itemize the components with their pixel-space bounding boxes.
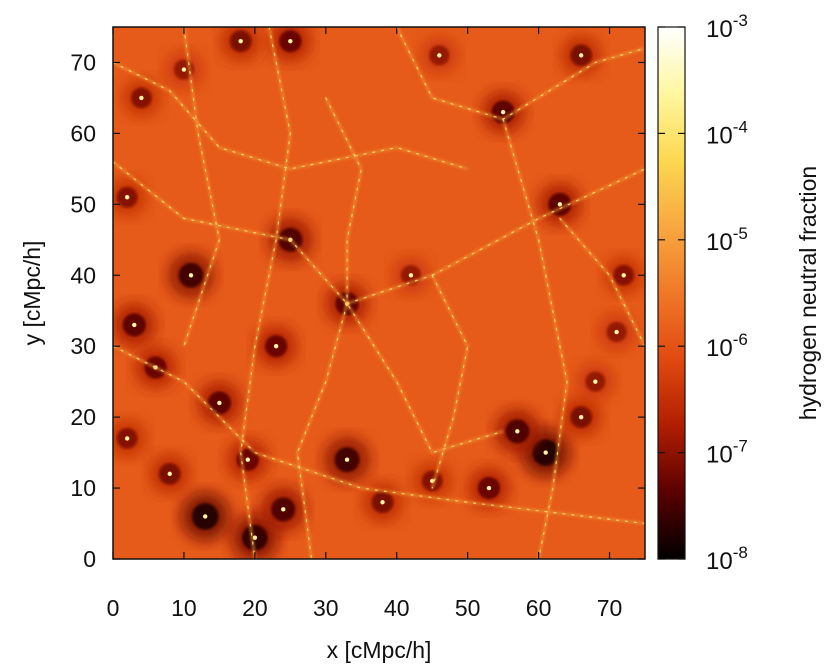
source-point [344,457,350,462]
source-point [543,450,548,455]
y-tick-label: 40 [70,262,96,288]
x-tick-label: 40 [384,595,410,621]
x-tick-label: 60 [526,595,552,621]
source-point [614,329,619,335]
source-point [500,109,506,115]
colorbar-tick-exponent: -3 [733,11,748,30]
source-point [281,507,286,512]
source-point [124,195,130,200]
colorbar-tick-base: 10 [706,548,733,575]
plot-frame [112,26,646,560]
x-tick-label: 20 [242,595,268,621]
x-axis-ticks: 0 10 20 30 40 50 60 70 [107,27,623,621]
colorbar-tick-base: 10 [706,16,733,43]
source-point [578,414,584,420]
filament-knots [431,274,469,489]
source-point [437,53,442,58]
y-axis-ticks: 0 10 20 30 40 50 60 70 [70,49,645,572]
colorbar-tick-exponent: -6 [733,330,748,349]
source-point [578,53,584,58]
x-tick-label: 70 [597,595,623,621]
heatmap-filaments [113,27,645,559]
source-point [252,535,258,540]
colorbar-tick-label: 10-3 [706,11,748,43]
source-point [557,202,563,207]
colorbar-tick-base: 10 [706,442,733,469]
colorbar: 10-310-410-510-610-710-8 [657,11,748,575]
source-point [203,514,208,519]
x-tick-label: 30 [313,595,339,621]
source-point [515,429,520,434]
colorbar-ticks: 10-310-410-510-610-710-8 [658,11,748,575]
colorbar-tick-base: 10 [706,335,733,362]
filament-knots [240,27,291,559]
filament [324,97,363,304]
y-tick-label: 70 [70,49,96,75]
filament-knots [113,345,645,525]
colorbar-tick-base: 10 [706,229,733,256]
colorbar-title: hydrogen neutral fraction [795,166,821,420]
source-point [245,457,250,462]
colorbar-tick-base: 10 [706,122,733,149]
source-point [181,67,187,72]
x-axis-title: x [cMpc/h] [327,637,432,663]
y-tick-label: 10 [70,475,96,501]
filament-knots [502,118,568,559]
source-point [139,95,144,101]
y-tick-label: 50 [70,191,96,217]
filament-knots [183,27,221,347]
filament-knots [559,217,645,347]
y-tick-label: 0 [83,546,96,572]
filament-knots [346,168,645,305]
colorbar-tick-exponent: -4 [733,117,748,136]
source-point [593,379,598,384]
x-tick-label: 10 [171,595,197,621]
colorbar-tick-exponent: -5 [733,224,748,243]
y-tick-label: 60 [70,120,96,146]
filament-knots [113,61,469,170]
source-point [408,273,414,278]
colorbar-gradient [657,26,686,560]
plot-area [112,26,646,560]
heatmap-low-regions [113,27,644,559]
source-point [238,38,243,44]
colorbar-tick-label: 10-6 [706,330,748,362]
colorbar-tick-exponent: -7 [733,437,748,456]
source-point [380,500,385,505]
x-tick-label: 50 [455,595,481,621]
source-point [486,485,492,491]
source-point [124,436,130,441]
colorbar-tick-label: 10-8 [706,543,748,575]
filament-knots [296,303,348,559]
colorbar-tick-label: 10-4 [706,117,748,149]
source-point [167,471,172,477]
source-point [132,322,137,328]
colorbar-tick-label: 10-7 [706,437,748,469]
y-axis-title: y [cMpc/h] [19,241,45,346]
colorbar-tick-label: 10-5 [706,224,748,256]
source-point [188,273,194,278]
source-point [217,400,222,406]
y-tick-label: 30 [70,333,96,359]
colorbar-tick-exponent: -8 [733,543,748,562]
source-point [621,273,626,278]
source-point [288,38,293,44]
filament-knots [113,161,504,454]
x-tick-label: 0 [107,595,120,621]
source-point [273,344,279,349]
y-tick-label: 20 [70,404,96,430]
filament-knots [396,27,645,120]
